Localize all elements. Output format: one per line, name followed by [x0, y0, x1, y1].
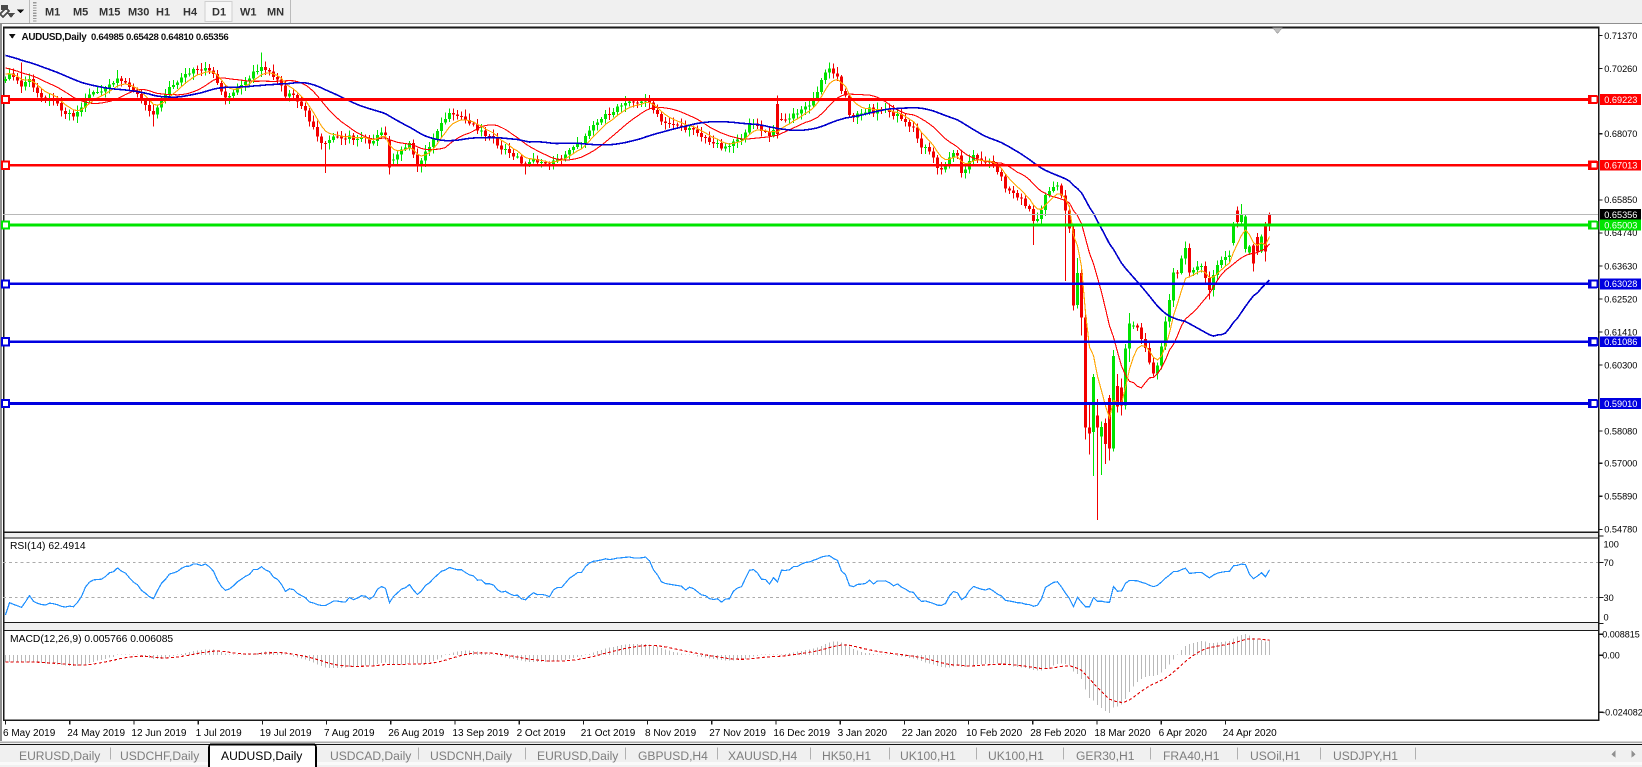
svg-text:USDCAD,Daily: USDCAD,Daily	[330, 749, 412, 763]
svg-text:-0.024082: -0.024082	[1602, 708, 1642, 718]
svg-text:18 Mar 2020: 18 Mar 2020	[1094, 728, 1151, 739]
svg-text:30: 30	[1604, 593, 1614, 603]
svg-text:12 Jun 2019: 12 Jun 2019	[131, 728, 186, 739]
svg-text:24 Apr 2020: 24 Apr 2020	[1223, 728, 1277, 739]
svg-text:1 Jul 2019: 1 Jul 2019	[196, 728, 243, 739]
svg-text:HK50,H1: HK50,H1	[822, 749, 871, 763]
svg-text:22 Jan 2020: 22 Jan 2020	[902, 728, 957, 739]
svg-text:3 Jan 2020: 3 Jan 2020	[838, 728, 888, 739]
svg-text:EURUSD,Daily: EURUSD,Daily	[537, 749, 619, 763]
svg-text:0.65850: 0.65850	[1604, 195, 1637, 205]
svg-text:H4: H4	[183, 7, 198, 19]
svg-text:0.67013: 0.67013	[1604, 161, 1637, 171]
svg-text:0.55890: 0.55890	[1604, 492, 1637, 502]
svg-text:0.00: 0.00	[1602, 650, 1620, 660]
svg-text:0.64985 0.65428 0.64810 0.6535: 0.64985 0.65428 0.64810 0.65356	[91, 32, 228, 43]
svg-text:24 May 2019: 24 May 2019	[67, 728, 125, 739]
svg-text:GBPUSD,H4: GBPUSD,H4	[638, 749, 708, 763]
svg-text:MN: MN	[267, 7, 284, 19]
svg-text:0.57000: 0.57000	[1604, 459, 1637, 469]
svg-text:USDCHF,Daily: USDCHF,Daily	[120, 749, 200, 763]
svg-text:UK100,H1: UK100,H1	[988, 749, 1044, 763]
svg-text:UK100,H1: UK100,H1	[900, 749, 956, 763]
svg-text:0.59010: 0.59010	[1604, 399, 1637, 409]
svg-text:10 Feb 2020: 10 Feb 2020	[966, 728, 1023, 739]
svg-text:19 Jul 2019: 19 Jul 2019	[260, 728, 312, 739]
svg-text:0: 0	[1604, 613, 1609, 623]
svg-text:0.54780: 0.54780	[1604, 525, 1637, 535]
svg-text:0.61410: 0.61410	[1604, 327, 1637, 337]
svg-text:AUDUSD,Daily: AUDUSD,Daily	[22, 32, 88, 43]
svg-text:6 May 2019: 6 May 2019	[3, 728, 56, 739]
svg-text:0.62520: 0.62520	[1604, 294, 1637, 304]
svg-text:RSI(14) 62.4914: RSI(14) 62.4914	[10, 541, 86, 552]
svg-text:M30: M30	[128, 7, 149, 19]
svg-text:USDCNH,Daily: USDCNH,Daily	[430, 749, 513, 763]
svg-text:0.69223: 0.69223	[1604, 95, 1637, 105]
svg-text:7 Aug 2019: 7 Aug 2019	[324, 728, 375, 739]
svg-text:0.63028: 0.63028	[1604, 279, 1637, 289]
svg-text:USOil,H1: USOil,H1	[1250, 749, 1301, 763]
svg-text:21 Oct 2019: 21 Oct 2019	[581, 728, 636, 739]
svg-text:0.64740: 0.64740	[1604, 228, 1637, 238]
svg-text:XAUUSD,H4: XAUUSD,H4	[728, 749, 797, 763]
svg-text:28 Feb 2020: 28 Feb 2020	[1030, 728, 1087, 739]
svg-text:0.71370: 0.71370	[1604, 31, 1637, 41]
svg-text:EURUSD,Daily: EURUSD,Daily	[19, 749, 101, 763]
svg-text:0.68070: 0.68070	[1604, 129, 1637, 139]
svg-text:2 Oct 2019: 2 Oct 2019	[517, 728, 566, 739]
svg-text:M1: M1	[45, 7, 60, 19]
svg-text:W1: W1	[240, 7, 257, 19]
svg-text:FRA40,H1: FRA40,H1	[1163, 749, 1220, 763]
svg-text:D1: D1	[212, 7, 226, 19]
svg-text:26 Aug 2019: 26 Aug 2019	[388, 728, 445, 739]
svg-text:0.65356: 0.65356	[1604, 210, 1637, 220]
svg-text:M15: M15	[99, 7, 120, 19]
svg-text:70: 70	[1604, 558, 1614, 568]
svg-text:100: 100	[1604, 540, 1619, 550]
svg-text:0.65003: 0.65003	[1604, 220, 1637, 230]
svg-text:H1: H1	[156, 7, 170, 19]
svg-text:0.61086: 0.61086	[1604, 337, 1637, 347]
svg-text:0.008815: 0.008815	[1602, 630, 1640, 640]
svg-text:M5: M5	[73, 7, 88, 19]
svg-text:0.60300: 0.60300	[1604, 360, 1637, 370]
svg-text:8 Nov 2019: 8 Nov 2019	[645, 728, 697, 739]
svg-text:6 Apr 2020: 6 Apr 2020	[1159, 728, 1208, 739]
svg-text:GER30,H1: GER30,H1	[1076, 749, 1135, 763]
svg-text:27 Nov 2019: 27 Nov 2019	[709, 728, 766, 739]
svg-text:13 Sep 2019: 13 Sep 2019	[452, 728, 509, 739]
svg-text:16 Dec 2019: 16 Dec 2019	[773, 728, 830, 739]
svg-text:MACD(12,26,9) 0.005766 0.00608: MACD(12,26,9) 0.005766 0.006085	[10, 634, 173, 645]
svg-text:0.63630: 0.63630	[1604, 261, 1637, 271]
svg-text:USDJPY,H1: USDJPY,H1	[1333, 749, 1398, 763]
svg-text:AUDUSD,Daily: AUDUSD,Daily	[221, 749, 303, 763]
svg-text:0.70260: 0.70260	[1604, 64, 1637, 74]
svg-text:0.58080: 0.58080	[1604, 426, 1637, 436]
